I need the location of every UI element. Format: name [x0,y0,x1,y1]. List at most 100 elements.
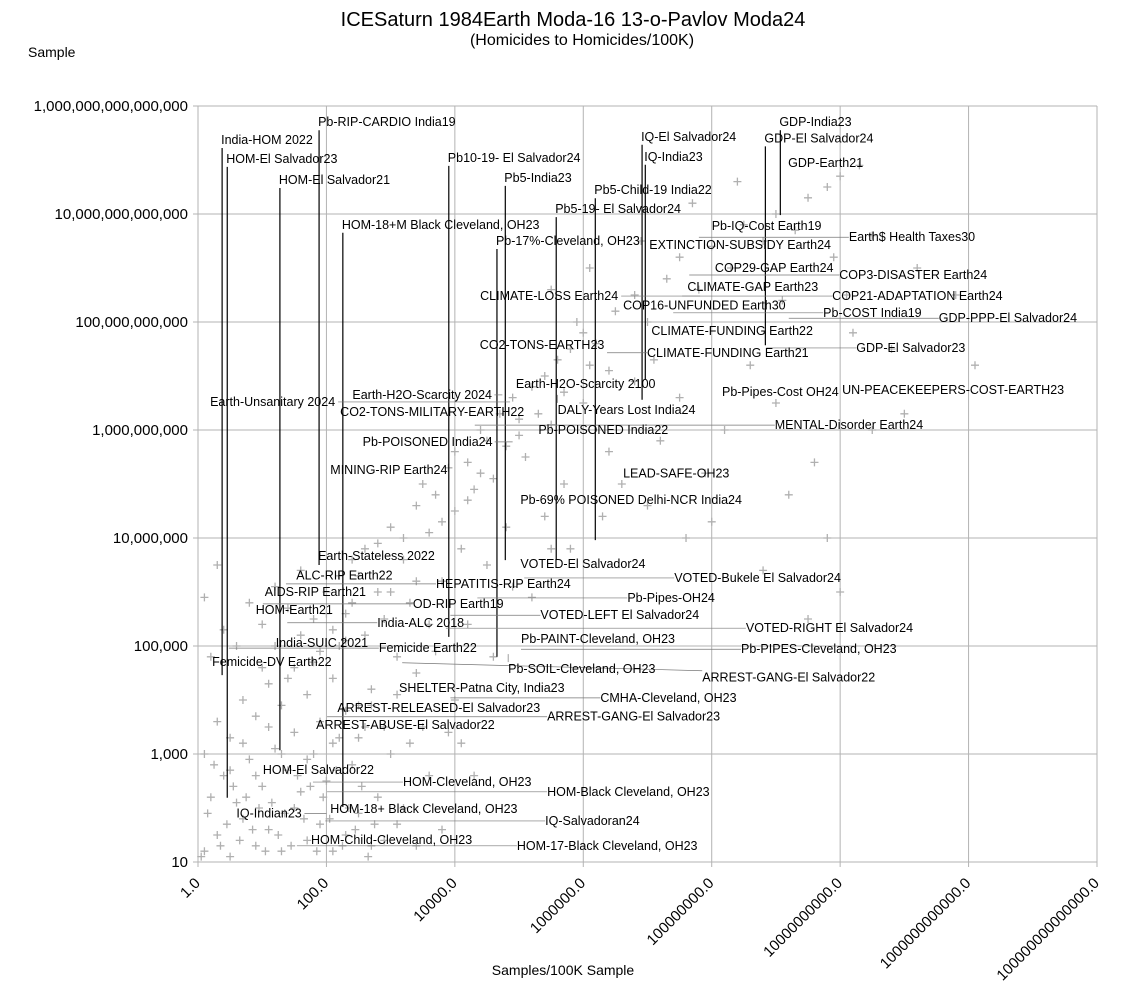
data-point [348,598,357,607]
point-label: Pb-Pipes-Cost OH24 [722,385,839,399]
data-point [238,696,247,704]
data-point [319,793,328,802]
data-point [630,377,639,386]
data-point [238,814,247,823]
data-point [598,512,607,521]
data-point [309,615,318,623]
data-point [393,652,402,661]
point-label: MINING-RIP Earth24 [330,463,447,477]
data-point [585,361,594,370]
y-tick-label: 1,000,000,000,000,000 [34,98,188,115]
data-point [547,544,556,553]
data-point [688,199,697,208]
data-point [351,825,360,834]
point-label: HOM-17-Black Cleveland, OH23 [517,839,698,853]
data-point [290,728,299,737]
data-point [335,571,344,580]
data-point [733,177,742,186]
point-label: HOM-18+M Black Cleveland, OH23 [342,218,540,232]
point-label: ARREST-GANG-El Salvador22 [702,671,875,685]
data-point [344,804,353,812]
point-label: Earth-Unsanitary 2024 [210,395,335,409]
data-point [438,825,447,834]
data-point [560,480,569,488]
point-label: GDP-PPP-El Salvador24 [939,311,1077,325]
data-point [235,836,244,845]
data-point [463,458,472,467]
data-point [566,345,575,353]
data-point [515,431,524,440]
data-point [373,539,382,548]
data-point [720,426,729,434]
data-point [585,264,594,272]
data-point [592,339,601,348]
data-point [309,750,318,758]
data-point [364,852,373,861]
x-tick-label: 1.0 [177,875,204,902]
data-point [771,210,780,218]
data-point [255,804,264,812]
point-label: Pb-PIPES-Cleveland, OH23 [741,642,897,656]
y-tick-label: 10,000,000 [113,530,188,547]
data-point [335,733,344,742]
data-point [360,723,369,731]
y-tick-label: 1,000 [150,746,188,763]
point-label: ALC-RIP Earth22 [296,568,392,582]
data-point [283,674,292,683]
point-label: HOM-El Salvador22 [263,763,374,777]
data-point [630,291,639,299]
point-label: IQ-Indian23 [236,806,301,820]
data-point [848,328,857,337]
data-point [348,760,357,769]
y-tick-label: 10,000,000,000,000 [55,206,188,223]
data-point [312,847,321,856]
data-point [836,172,845,181]
point-label: Pb-PAINT-Cleveland, OH23 [521,632,675,646]
data-point [213,561,222,569]
data-point [778,296,787,305]
data-point [341,831,350,839]
data-point [913,264,922,272]
y-tick-label: 10 [171,854,188,871]
data-point [251,712,260,721]
data-point [393,690,402,699]
data-point [450,447,459,456]
point-label: HOM-Earth21 [256,603,333,617]
data-point [328,625,337,634]
point-label: Pb-COST India19 [823,306,921,320]
data-point [328,739,337,748]
data-point [258,782,267,791]
data-point [739,220,748,229]
point-label: CLIMATE-LOSS Earth24 [480,289,618,303]
point-label: ARREST-RELEASED-El Salvador23 [337,701,540,715]
point-label: Earth-Stateless 2022 [318,549,435,563]
point-label: COP16-UNFUNDED Earth30 [623,298,786,312]
point-label: Pb5-India23 [504,171,571,185]
point-label: CLIMATE-FUNDING Earth22 [651,324,813,338]
data-point [675,393,684,402]
data-points [197,161,979,861]
leader-lines [221,130,939,847]
point-label: HOM-Cleveland, OH23 [403,775,532,789]
data-point [306,782,315,791]
data-point [309,658,318,667]
data-point [457,739,466,748]
data-point [842,291,851,299]
point-label: India-ALC 2018 [377,616,464,630]
x-tick-label: 1000000.0 [527,875,589,937]
data-point [572,318,581,326]
data-point [791,226,800,235]
point-label: CO2-TONS-MILITARY-EARTH22 [340,405,524,419]
point-label: GDP-El Salvador23 [856,341,965,355]
data-point [656,436,665,445]
data-point [287,841,296,850]
data-point [203,809,212,818]
data-point [804,193,813,202]
data-point [418,723,427,731]
data-point [784,490,793,499]
point-label: Pb-POISONED India22 [538,423,668,437]
data-point [553,355,562,364]
data-point [675,253,684,262]
data-point [412,669,421,677]
data-point [604,366,613,375]
